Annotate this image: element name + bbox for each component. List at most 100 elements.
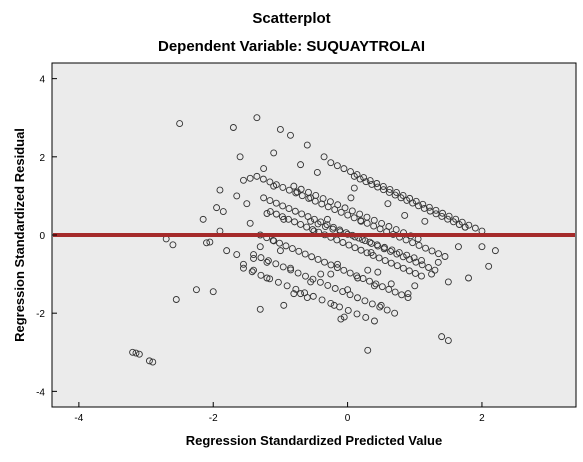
data-point: [279, 183, 287, 191]
data-point: [374, 183, 382, 191]
data-point: [428, 270, 436, 278]
data-point: [334, 260, 341, 268]
y-tick-label: 2: [39, 153, 45, 164]
data-point: [250, 251, 257, 258]
data-point: [263, 210, 271, 217]
data-point: [425, 203, 433, 211]
data-point: [441, 253, 449, 260]
data-point: [307, 217, 315, 225]
data-point: [264, 257, 272, 265]
data-point: [387, 247, 394, 255]
data-point: [374, 268, 382, 276]
data-point: [371, 317, 378, 325]
data-point: [380, 186, 387, 194]
x-axis-title: Regression Standardized Predicted Value: [186, 433, 442, 448]
data-point: [336, 303, 343, 311]
data-point: [361, 297, 369, 305]
data-point: [270, 149, 278, 157]
data-point: [346, 291, 354, 299]
data-point: [339, 288, 347, 296]
data-point: [366, 177, 374, 184]
data-point: [324, 281, 332, 289]
data-point: [327, 159, 335, 167]
data-point: [418, 261, 426, 269]
data-point: [246, 174, 254, 182]
data-point: [376, 303, 384, 311]
data-point: [266, 208, 274, 215]
data-point: [366, 277, 373, 285]
data-point: [426, 207, 434, 215]
data-point: [329, 225, 337, 233]
data-point: [294, 269, 302, 277]
data-point: [353, 272, 361, 280]
data-point: [291, 218, 298, 226]
data-point: [478, 243, 486, 251]
data-point: [172, 296, 180, 303]
data-point: [297, 220, 305, 228]
data-point: [223, 247, 231, 255]
data-point: [272, 260, 280, 268]
data-point: [209, 288, 217, 296]
data-point: [256, 305, 264, 313]
data-point: [287, 266, 295, 274]
data-point: [425, 264, 433, 271]
data-point: [359, 275, 367, 282]
data-point: [412, 197, 420, 205]
data-point: [391, 288, 399, 296]
data-point: [169, 241, 177, 249]
data-point: [415, 202, 422, 210]
data-point: [444, 337, 452, 344]
data-point: [257, 271, 265, 279]
data-point: [409, 239, 417, 247]
data-point: [339, 239, 347, 246]
data-point: [310, 215, 318, 223]
data-point: [323, 215, 331, 223]
data-point: [360, 174, 368, 182]
data-point: [149, 358, 157, 366]
data-point: [378, 219, 386, 227]
data-point: [350, 184, 358, 192]
data-point: [219, 208, 227, 215]
data-point: [243, 200, 251, 208]
data-point: [266, 275, 274, 283]
data-point: [192, 286, 200, 294]
data-point: [256, 243, 264, 251]
data-point: [327, 270, 335, 278]
data-point: [397, 194, 405, 202]
data-point: [199, 215, 207, 223]
data-point: [321, 258, 328, 266]
data-point: [323, 221, 331, 229]
data-point: [377, 301, 385, 309]
data-point: [259, 175, 267, 183]
data-point: [250, 255, 257, 262]
data-point: [314, 256, 322, 263]
data-point: [345, 241, 353, 249]
data-point: [287, 131, 294, 139]
data-point: [272, 199, 280, 207]
data-point: [292, 285, 300, 293]
data-point: [378, 283, 386, 291]
data-point: [290, 182, 298, 190]
y-axis-title: Regression Standardized Residual: [12, 128, 27, 342]
data-point: [233, 192, 241, 200]
data-point: [409, 199, 417, 207]
data-point: [368, 180, 376, 188]
data-point: [285, 215, 292, 223]
data-point: [316, 278, 324, 286]
data-point: [321, 223, 329, 230]
data-point: [276, 126, 284, 133]
data-point: [303, 223, 311, 231]
data-point: [415, 241, 423, 249]
data-point: [331, 285, 339, 292]
data-point: [317, 270, 325, 278]
data-point: [331, 206, 339, 213]
data-point: [444, 278, 452, 286]
data-point: [288, 245, 296, 253]
data-point: [410, 254, 418, 262]
data-point: [381, 243, 388, 251]
data-point: [386, 186, 394, 193]
data-point: [135, 350, 143, 358]
data-point: [461, 223, 469, 231]
data-point: [363, 213, 371, 221]
x-tick-label: -2: [209, 413, 218, 424]
